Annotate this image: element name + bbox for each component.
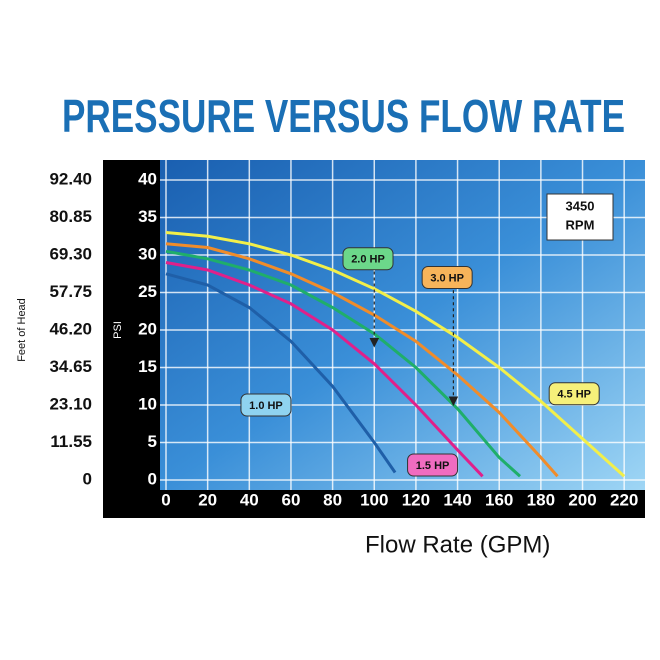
x-tick-label: 140	[443, 490, 471, 509]
series-line	[165, 231, 626, 478]
legend-label: 2.0 HP	[351, 254, 385, 266]
x-tick-label: 80	[323, 490, 342, 509]
y2-tick-label: 46.20	[49, 319, 92, 338]
annotation: 3450	[566, 198, 595, 213]
y2-tick-label: 69.30	[49, 244, 92, 263]
y2-tick-label: 34.65	[49, 357, 92, 376]
series-tag	[548, 382, 600, 406]
x-tick-label: 160	[485, 490, 513, 509]
series-line	[165, 261, 484, 478]
y-tick-label: 20	[138, 319, 157, 338]
y-tick-label: 35	[138, 207, 157, 226]
x-tick-label: 180	[527, 490, 555, 509]
y2-tick-label: 80.85	[49, 207, 92, 226]
x-tick-label: 100	[360, 490, 388, 509]
y-tick-label: 40	[138, 169, 157, 188]
x-axis-label: Flow Rate (GPM)	[365, 531, 550, 558]
legend-label: 1.0 HP	[249, 400, 283, 412]
legend-label: 3.0 HP	[430, 272, 464, 284]
x-tick-label: 220	[610, 490, 638, 509]
annotation: RPM	[566, 217, 595, 232]
y-tick-label: 5	[148, 432, 157, 451]
y2-tick-label: 23.10	[49, 394, 92, 413]
y-axis-label: PSI	[112, 321, 124, 339]
legend-label: 1.5 HP	[416, 460, 450, 472]
y-tick-label: 25	[138, 282, 157, 301]
x-tick-label: 60	[281, 490, 300, 509]
series-tag	[342, 247, 394, 271]
y2-tick-label: 92.40	[49, 169, 92, 188]
y2-axis-label: Feet of Head	[16, 298, 28, 362]
y2-tick-label: 57.75	[49, 282, 92, 301]
x-tick-label: 0	[161, 490, 170, 509]
series-line	[165, 272, 397, 474]
legend-label: 4.5 HP	[557, 389, 591, 401]
y2-tick-label: 11.55	[50, 432, 92, 451]
x-tick-label: 200	[568, 490, 596, 509]
series-line	[165, 249, 522, 478]
y-tick-label: 30	[138, 244, 157, 263]
x-tick-label: 120	[402, 490, 430, 509]
y-tick-label: 10	[138, 394, 157, 413]
x-tick-label: 40	[240, 490, 259, 509]
y2-tick-label: 0	[83, 469, 92, 488]
y-tick-label: 0	[148, 469, 157, 488]
series-tag	[240, 393, 292, 417]
annotation-box	[546, 193, 614, 241]
x-tick-label: 20	[198, 490, 217, 509]
y-tick-label: 15	[138, 357, 157, 376]
chart-title: PRESSURE VERSUS FLOW RATE	[62, 90, 625, 142]
series-tag	[421, 266, 473, 289]
series-tag	[407, 453, 459, 477]
